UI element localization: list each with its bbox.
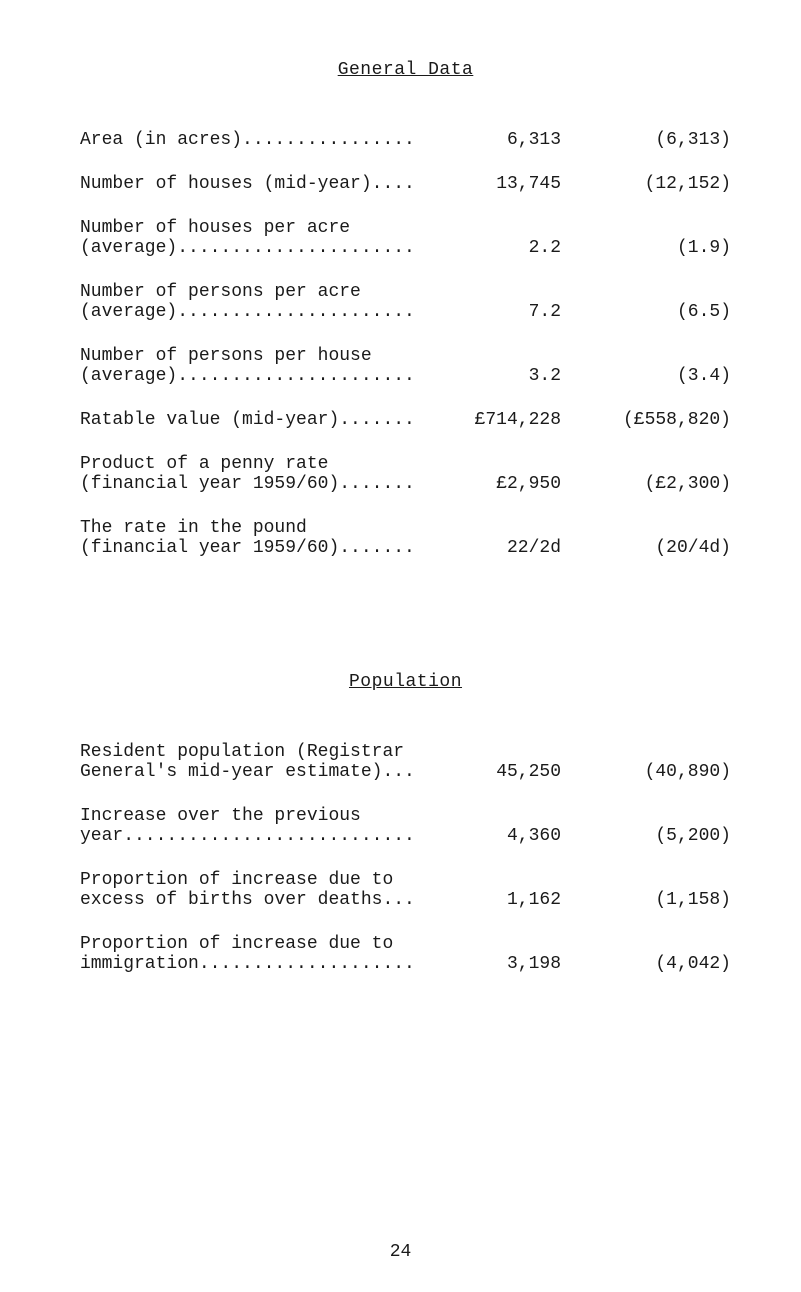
value-current: £714,228 bbox=[461, 410, 591, 430]
label-rate-pound: The rate in the pound (financial year 19… bbox=[80, 518, 415, 558]
value-current: 2.2 bbox=[461, 238, 591, 258]
label-text-2: (average)...................... bbox=[80, 366, 415, 386]
value-previous: (3.4) bbox=[591, 366, 731, 386]
value-previous: (40,890) bbox=[591, 762, 731, 782]
section-title-general: General Data bbox=[80, 60, 731, 80]
value-previous: (4,042) bbox=[591, 954, 731, 974]
label-persons-per-acre: Number of persons per acre (average)....… bbox=[80, 282, 415, 322]
label-text: Ratable value (mid-year)....... bbox=[80, 410, 415, 430]
label-persons-per-house: Number of persons per house (average)...… bbox=[80, 346, 415, 386]
value-previous: (5,200) bbox=[591, 826, 731, 846]
label-text-1: Increase over the previous bbox=[80, 806, 415, 826]
value-current: 6,313 bbox=[461, 130, 591, 150]
label-text-1: Number of persons per house bbox=[80, 346, 415, 366]
label-text-1: Number of persons per acre bbox=[80, 282, 415, 302]
label-text: Number of houses (mid-year).... bbox=[80, 174, 415, 194]
row-ratable-value: Ratable value (mid-year)....... £714,228… bbox=[80, 410, 731, 430]
value-current: 3,198 bbox=[461, 954, 591, 974]
row-persons-per-house: Number of persons per house (average)...… bbox=[80, 346, 731, 386]
value-previous: (20/4d) bbox=[591, 538, 731, 558]
value-previous: (12,152) bbox=[591, 174, 731, 194]
row-penny-rate: Product of a penny rate (financial year … bbox=[80, 454, 731, 494]
section-gap bbox=[80, 582, 731, 672]
label-excess-births: Proportion of increase due to excess of … bbox=[80, 870, 415, 910]
value-previous: (1,158) bbox=[591, 890, 731, 910]
value-current: 3.2 bbox=[461, 366, 591, 386]
label-text-2: year........................... bbox=[80, 826, 415, 846]
label-text-1: Product of a penny rate bbox=[80, 454, 415, 474]
label-houses-per-acre: Number of houses per acre (average).....… bbox=[80, 218, 415, 258]
label-text-1: Number of houses per acre bbox=[80, 218, 415, 238]
row-area: Area (in acres)................ 6,313 (6… bbox=[80, 130, 731, 150]
page-number: 24 bbox=[0, 1242, 801, 1262]
row-houses: Number of houses (mid-year).... 13,745 (… bbox=[80, 174, 731, 194]
row-persons-per-acre: Number of persons per acre (average)....… bbox=[80, 282, 731, 322]
label-text-2: immigration.................... bbox=[80, 954, 415, 974]
label-text-1: Proportion of increase due to bbox=[80, 934, 415, 954]
value-current: 4,360 bbox=[461, 826, 591, 846]
label-penny-rate: Product of a penny rate (financial year … bbox=[80, 454, 415, 494]
label-text-2: General's mid-year estimate)... bbox=[80, 762, 415, 782]
value-current: 1,162 bbox=[461, 890, 591, 910]
label-text-2: excess of births over deaths... bbox=[80, 890, 415, 910]
label-resident-pop: Resident population (Registrar General's… bbox=[80, 742, 415, 782]
value-current: 13,745 bbox=[461, 174, 591, 194]
row-rate-pound: The rate in the pound (financial year 19… bbox=[80, 518, 731, 558]
row-excess-births: Proportion of increase due to excess of … bbox=[80, 870, 731, 910]
row-houses-per-acre: Number of houses per acre (average).....… bbox=[80, 218, 731, 258]
label-text-2: (financial year 1959/60)....... bbox=[80, 538, 415, 558]
value-current: 45,250 bbox=[461, 762, 591, 782]
value-current: 22/2d bbox=[461, 538, 591, 558]
value-previous: (£2,300) bbox=[591, 474, 731, 494]
row-immigration: Proportion of increase due to immigratio… bbox=[80, 934, 731, 974]
label-text: Area (in acres)................ bbox=[80, 130, 415, 150]
label-increase: Increase over the previous year.........… bbox=[80, 806, 415, 846]
value-previous: (£558,820) bbox=[591, 410, 731, 430]
label-text-2: (financial year 1959/60)....... bbox=[80, 474, 415, 494]
label-text-1: Proportion of increase due to bbox=[80, 870, 415, 890]
value-previous: (6,313) bbox=[591, 130, 731, 150]
value-previous: (1.9) bbox=[591, 238, 731, 258]
label-ratable-value: Ratable value (mid-year)....... bbox=[80, 410, 415, 430]
value-previous: (6.5) bbox=[591, 302, 731, 322]
label-text-2: (average)...................... bbox=[80, 238, 415, 258]
row-increase: Increase over the previous year.........… bbox=[80, 806, 731, 846]
label-immigration: Proportion of increase due to immigratio… bbox=[80, 934, 415, 974]
label-text-1: The rate in the pound bbox=[80, 518, 415, 538]
value-current: 7.2 bbox=[461, 302, 591, 322]
label-text-1: Resident population (Registrar bbox=[80, 742, 415, 762]
section-title-population: Population bbox=[80, 672, 731, 692]
value-current: £2,950 bbox=[461, 474, 591, 494]
label-area: Area (in acres)................ bbox=[80, 130, 415, 150]
row-resident-pop: Resident population (Registrar General's… bbox=[80, 742, 731, 782]
label-houses: Number of houses (mid-year).... bbox=[80, 174, 415, 194]
label-text-2: (average)...................... bbox=[80, 302, 415, 322]
